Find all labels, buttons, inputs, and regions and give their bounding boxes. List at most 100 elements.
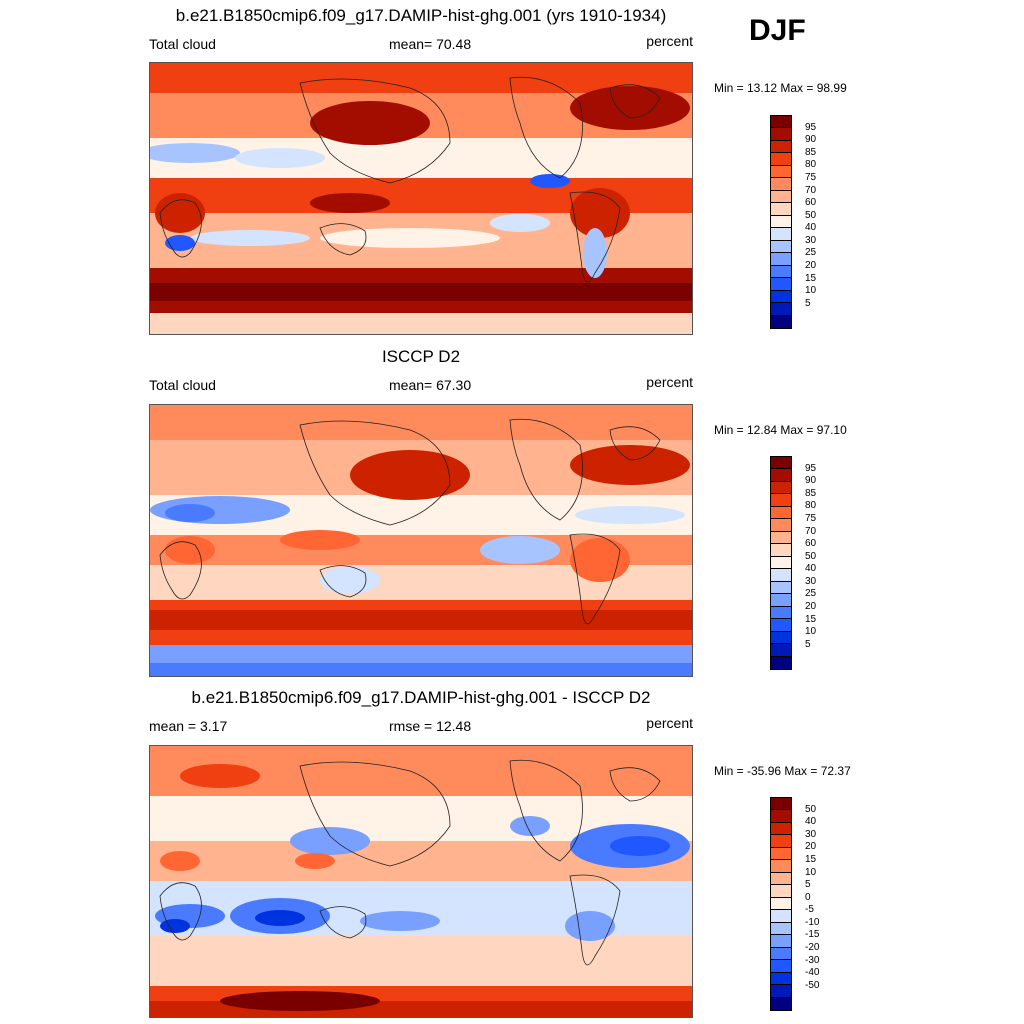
colorbar-swatch xyxy=(771,203,791,216)
colorbar-tick-label: 85 xyxy=(805,487,817,499)
panel-3-title: b.e21.B1850cmip6.f09_g17.DAMIP-hist-ghg.… xyxy=(191,688,651,707)
colorbar-tick-label: -10 xyxy=(805,916,820,928)
colorbar-tick-label: -50 xyxy=(805,979,820,991)
colorbar-tick-label: 40 xyxy=(805,816,817,828)
colorbar-swatch xyxy=(771,947,791,961)
colorbar-swatch xyxy=(771,228,791,241)
colorbar-swatch xyxy=(771,303,791,316)
panel-1-colorbar xyxy=(770,115,792,329)
colorbar-swatch xyxy=(771,897,791,911)
colorbar-swatch xyxy=(771,997,791,1010)
colorbar-tick-label: 90 xyxy=(805,134,817,146)
colorbar-swatch xyxy=(771,215,791,229)
panel-2-units-label: percent xyxy=(646,374,693,390)
colorbar-tick-label: 50 xyxy=(805,550,817,562)
colorbar-swatch xyxy=(771,910,791,923)
colorbar-swatch xyxy=(771,265,791,279)
panel-3-colorbar xyxy=(770,797,792,1011)
colorbar-swatch xyxy=(771,847,791,861)
colorbar-tick-label: 40 xyxy=(805,222,817,234)
panel-2-map xyxy=(149,404,693,677)
colorbar-tick-label: 10 xyxy=(805,866,817,878)
colorbar-swatch xyxy=(771,810,791,823)
panel-1-map-plot xyxy=(150,63,692,334)
colorbar-tick-label: 75 xyxy=(805,171,817,183)
colorbar-tick-label: 30 xyxy=(805,828,817,840)
panel-3-rmse-label: rmse = 12.48 xyxy=(389,718,472,734)
colorbar-tick-label: 50 xyxy=(805,803,817,815)
colorbar-swatch xyxy=(771,860,791,873)
colorbar-tick-label: -30 xyxy=(805,954,820,966)
colorbar-tick-label: 10 xyxy=(805,626,817,638)
colorbar-tick-label: 20 xyxy=(805,601,817,613)
colorbar-swatch xyxy=(771,885,791,898)
colorbar-tick-label: 90 xyxy=(805,475,817,487)
panel-1-map xyxy=(149,62,693,335)
panel-2-map-plot xyxy=(150,405,692,676)
colorbar-tick-label: 95 xyxy=(805,462,817,474)
colorbar-tick-label: 10 xyxy=(805,285,817,297)
colorbar-swatch xyxy=(771,116,791,129)
colorbar-swatch xyxy=(771,594,791,607)
colorbar-tick-label: 70 xyxy=(805,525,817,537)
colorbar-swatch xyxy=(771,798,791,811)
colorbar-tick-label: 70 xyxy=(805,184,817,196)
colorbar-swatch xyxy=(771,178,791,191)
colorbar-swatch xyxy=(771,581,791,595)
panel-2-title: ISCCP D2 xyxy=(381,347,461,366)
colorbar-swatch xyxy=(771,240,791,254)
colorbar-swatch xyxy=(771,922,791,936)
colorbar-swatch xyxy=(771,972,791,986)
colorbar-swatch xyxy=(771,606,791,620)
panel-1-title: b.e21.B1850cmip6.f09_g17.DAMIP-hist-ghg.… xyxy=(175,6,667,25)
colorbar-swatch xyxy=(771,531,791,545)
panel-1-minmax: Min = 13.12 Max = 98.99 xyxy=(714,81,847,95)
colorbar-tick-label: 20 xyxy=(805,260,817,272)
colorbar-swatch xyxy=(771,315,791,328)
panel-1-units-label: percent xyxy=(646,33,693,49)
colorbar-tick-label: 80 xyxy=(805,159,817,171)
panel-2-colorbar xyxy=(770,456,792,670)
colorbar-swatch xyxy=(771,165,791,179)
colorbar-swatch xyxy=(771,960,791,973)
colorbar-swatch xyxy=(771,985,791,998)
colorbar-swatch xyxy=(771,656,791,669)
colorbar-swatch xyxy=(771,872,791,886)
colorbar-tick-label: 60 xyxy=(805,197,817,209)
colorbar-tick-label: 50 xyxy=(805,209,817,221)
panel-2-variable-label: Total cloud xyxy=(149,377,216,393)
colorbar-tick-label: 15 xyxy=(805,853,817,865)
colorbar-tick-label: 30 xyxy=(805,575,817,587)
panel-2-mean-label: mean= 67.30 xyxy=(389,377,472,393)
colorbar-swatch xyxy=(771,140,791,154)
colorbar-swatch xyxy=(771,822,791,836)
panel-3-mean-label: mean = 3.17 xyxy=(149,718,228,734)
colorbar-tick-label: -5 xyxy=(805,904,814,916)
colorbar-swatch xyxy=(771,935,791,948)
panel-2-minmax: Min = 12.84 Max = 97.10 xyxy=(714,423,847,437)
colorbar-swatch xyxy=(771,544,791,557)
colorbar-tick-label: 15 xyxy=(805,613,817,625)
colorbar-tick-label: 20 xyxy=(805,841,817,853)
colorbar-tick-label: 5 xyxy=(805,638,811,650)
colorbar-tick-label: -15 xyxy=(805,929,820,941)
colorbar-tick-label: 15 xyxy=(805,272,817,284)
colorbar-tick-label: 25 xyxy=(805,588,817,600)
colorbar-tick-label: 5 xyxy=(805,297,811,309)
colorbar-swatch xyxy=(771,290,791,304)
panel-3-map xyxy=(149,745,693,1018)
colorbar-swatch xyxy=(771,619,791,632)
colorbar-swatch xyxy=(771,153,791,166)
panel-3-minmax: Min = -35.96 Max = 72.37 xyxy=(714,764,851,778)
colorbar-tick-label: 5 xyxy=(805,879,811,891)
colorbar-tick-label: -40 xyxy=(805,967,820,979)
colorbar-tick-label: -20 xyxy=(805,942,820,954)
colorbar-swatch xyxy=(771,481,791,495)
colorbar-tick-label: 80 xyxy=(805,500,817,512)
colorbar-tick-label: 75 xyxy=(805,512,817,524)
season-label: DJF xyxy=(749,14,806,47)
colorbar-swatch xyxy=(771,494,791,507)
colorbar-swatch xyxy=(771,190,791,204)
colorbar-swatch xyxy=(771,644,791,657)
colorbar-swatch xyxy=(771,457,791,470)
